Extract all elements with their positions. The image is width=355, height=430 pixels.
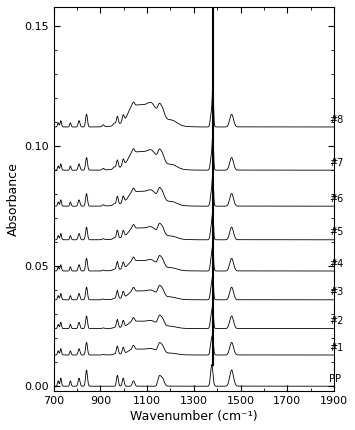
Text: #6: #6 bbox=[329, 194, 344, 204]
Y-axis label: Absorbance: Absorbance bbox=[7, 162, 20, 236]
Text: #5: #5 bbox=[329, 227, 344, 237]
Text: #7: #7 bbox=[329, 158, 344, 168]
Text: #8: #8 bbox=[329, 114, 344, 125]
Text: PP: PP bbox=[329, 374, 341, 384]
Text: #1: #1 bbox=[329, 343, 344, 353]
Text: #3: #3 bbox=[329, 287, 344, 298]
Text: #2: #2 bbox=[329, 316, 344, 326]
X-axis label: Wavenumber (cm⁻¹): Wavenumber (cm⁻¹) bbox=[130, 410, 258, 423]
Text: #4: #4 bbox=[329, 258, 344, 269]
